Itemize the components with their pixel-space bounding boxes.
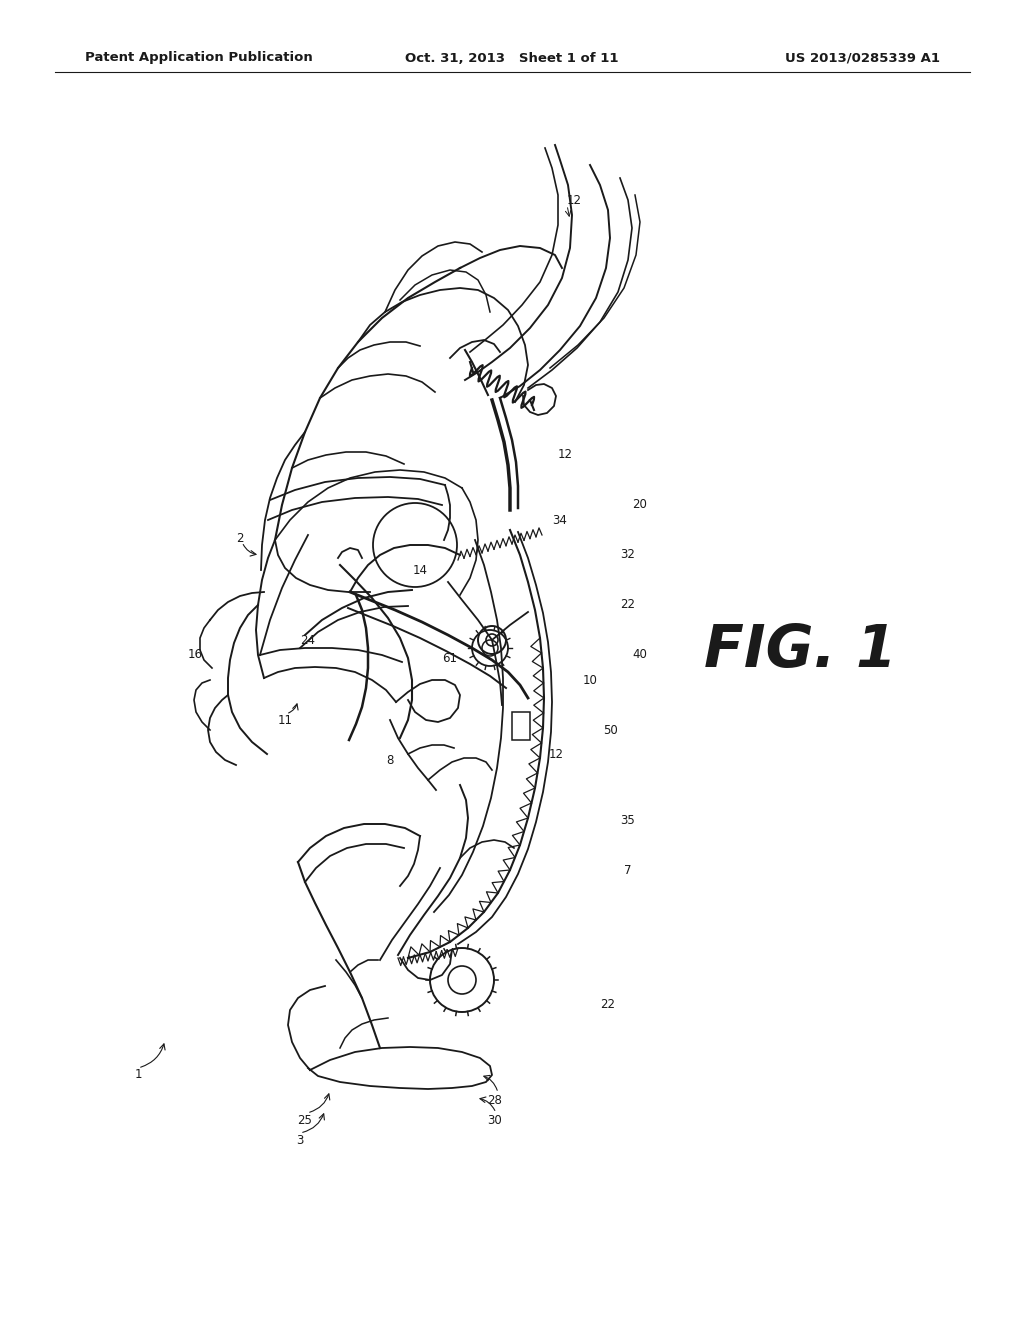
Text: 40: 40 bbox=[633, 648, 647, 661]
Text: FIG. 1: FIG. 1 bbox=[703, 622, 896, 678]
Text: US 2013/0285339 A1: US 2013/0285339 A1 bbox=[785, 51, 940, 65]
Text: 20: 20 bbox=[633, 499, 647, 511]
Text: 25: 25 bbox=[298, 1114, 312, 1126]
Text: 24: 24 bbox=[300, 634, 315, 647]
Text: 1: 1 bbox=[134, 1068, 141, 1081]
Text: 30: 30 bbox=[487, 1114, 503, 1126]
Text: Oct. 31, 2013   Sheet 1 of 11: Oct. 31, 2013 Sheet 1 of 11 bbox=[406, 51, 618, 65]
Text: 50: 50 bbox=[603, 723, 617, 737]
Text: 22: 22 bbox=[621, 598, 636, 611]
Text: 34: 34 bbox=[553, 513, 567, 527]
Text: 12: 12 bbox=[549, 748, 563, 762]
Text: 12: 12 bbox=[567, 194, 582, 206]
Text: 16: 16 bbox=[187, 648, 203, 661]
Text: 3: 3 bbox=[296, 1134, 304, 1147]
Text: 35: 35 bbox=[621, 813, 635, 826]
Text: 2: 2 bbox=[237, 532, 244, 544]
Text: 7: 7 bbox=[625, 863, 632, 876]
Text: 28: 28 bbox=[487, 1093, 503, 1106]
Text: 12: 12 bbox=[557, 449, 572, 462]
Text: 32: 32 bbox=[621, 549, 636, 561]
Text: Patent Application Publication: Patent Application Publication bbox=[85, 51, 312, 65]
Text: 22: 22 bbox=[600, 998, 615, 1011]
Text: 10: 10 bbox=[583, 673, 597, 686]
Text: 11: 11 bbox=[278, 714, 293, 726]
Text: 61: 61 bbox=[442, 652, 458, 664]
Text: 8: 8 bbox=[386, 754, 393, 767]
Text: 14: 14 bbox=[413, 564, 427, 577]
Bar bbox=[512, 711, 530, 741]
